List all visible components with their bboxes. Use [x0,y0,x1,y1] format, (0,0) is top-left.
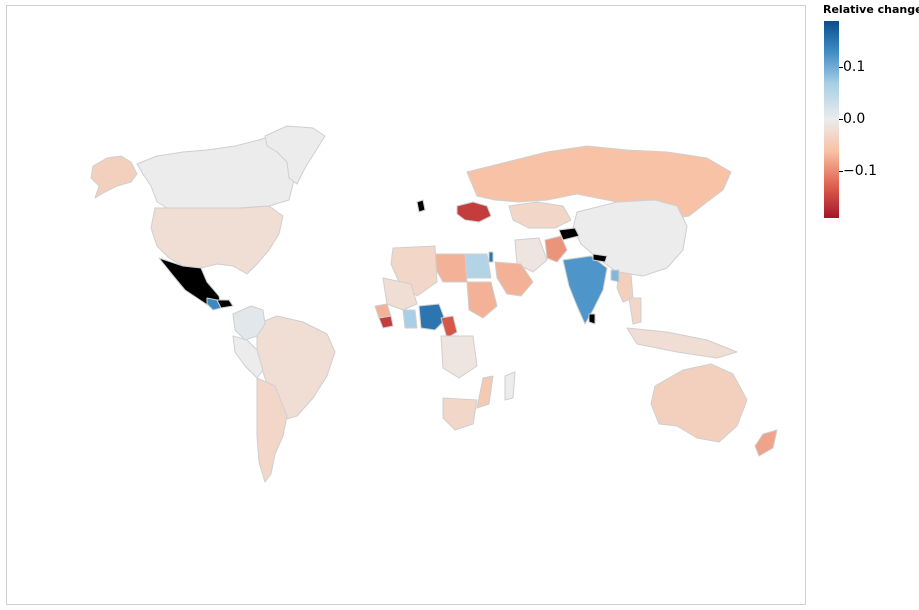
region-honduras[interactable] [216,299,234,309]
region-alaska[interactable] [90,155,138,199]
region-peru[interactable] [232,335,264,379]
region-kyrgyzstan[interactable] [558,227,580,241]
legend-tick-label-2: −0.1 [843,163,877,179]
legend-tick-0 [839,67,843,68]
legend-tick-label-0: 0.1 [843,59,866,75]
region-russia[interactable] [466,145,732,221]
region-indonesia[interactable] [626,327,738,359]
legend-tick-2 [839,171,843,172]
legend-tick-label-1: 0.0 [843,111,866,127]
region-afghanistan[interactable] [544,235,568,263]
color-legend: Relative change 0.1 0.0 −0.1 [820,3,919,223]
region-guinea[interactable] [374,303,392,319]
region-india[interactable] [562,255,608,325]
region-myanmar[interactable] [616,271,634,303]
region-libya[interactable] [434,253,468,283]
region-cameroon[interactable] [440,315,458,339]
legend-color-bar [824,21,839,218]
region-saudi-arabia[interactable] [494,261,534,297]
region-nigeria[interactable] [418,303,446,331]
world-map[interactable] [7,6,805,604]
region-sudan[interactable] [466,281,498,319]
region-united-states[interactable] [150,205,284,275]
region-australia[interactable] [650,363,748,443]
region-egypt[interactable] [464,253,492,279]
region-south-africa[interactable] [442,397,478,431]
region-ireland[interactable] [416,199,426,213]
region-colombia[interactable] [232,305,266,341]
legend-title: Relative change [823,3,919,16]
region-kazakhstan[interactable] [508,201,572,229]
region-iran[interactable] [514,237,548,273]
region-ghana[interactable] [402,309,418,329]
region-nepal[interactable] [592,253,608,263]
region-new-zealand[interactable] [754,429,778,457]
region-mozambique[interactable] [476,375,494,409]
region-dr-congo[interactable] [440,335,478,379]
map-frame[interactable] [6,5,806,605]
region-israel[interactable] [488,251,494,263]
region-bangladesh[interactable] [610,269,620,283]
region-greenland[interactable] [264,125,326,185]
region-argentina[interactable] [256,377,288,483]
legend-tick-1 [839,119,843,120]
region-sri-lanka[interactable] [588,313,596,325]
region-thailand[interactable] [628,297,642,325]
region-madagascar[interactable] [504,371,516,401]
region-mali[interactable] [382,277,418,311]
region-ukraine[interactable] [456,201,492,223]
